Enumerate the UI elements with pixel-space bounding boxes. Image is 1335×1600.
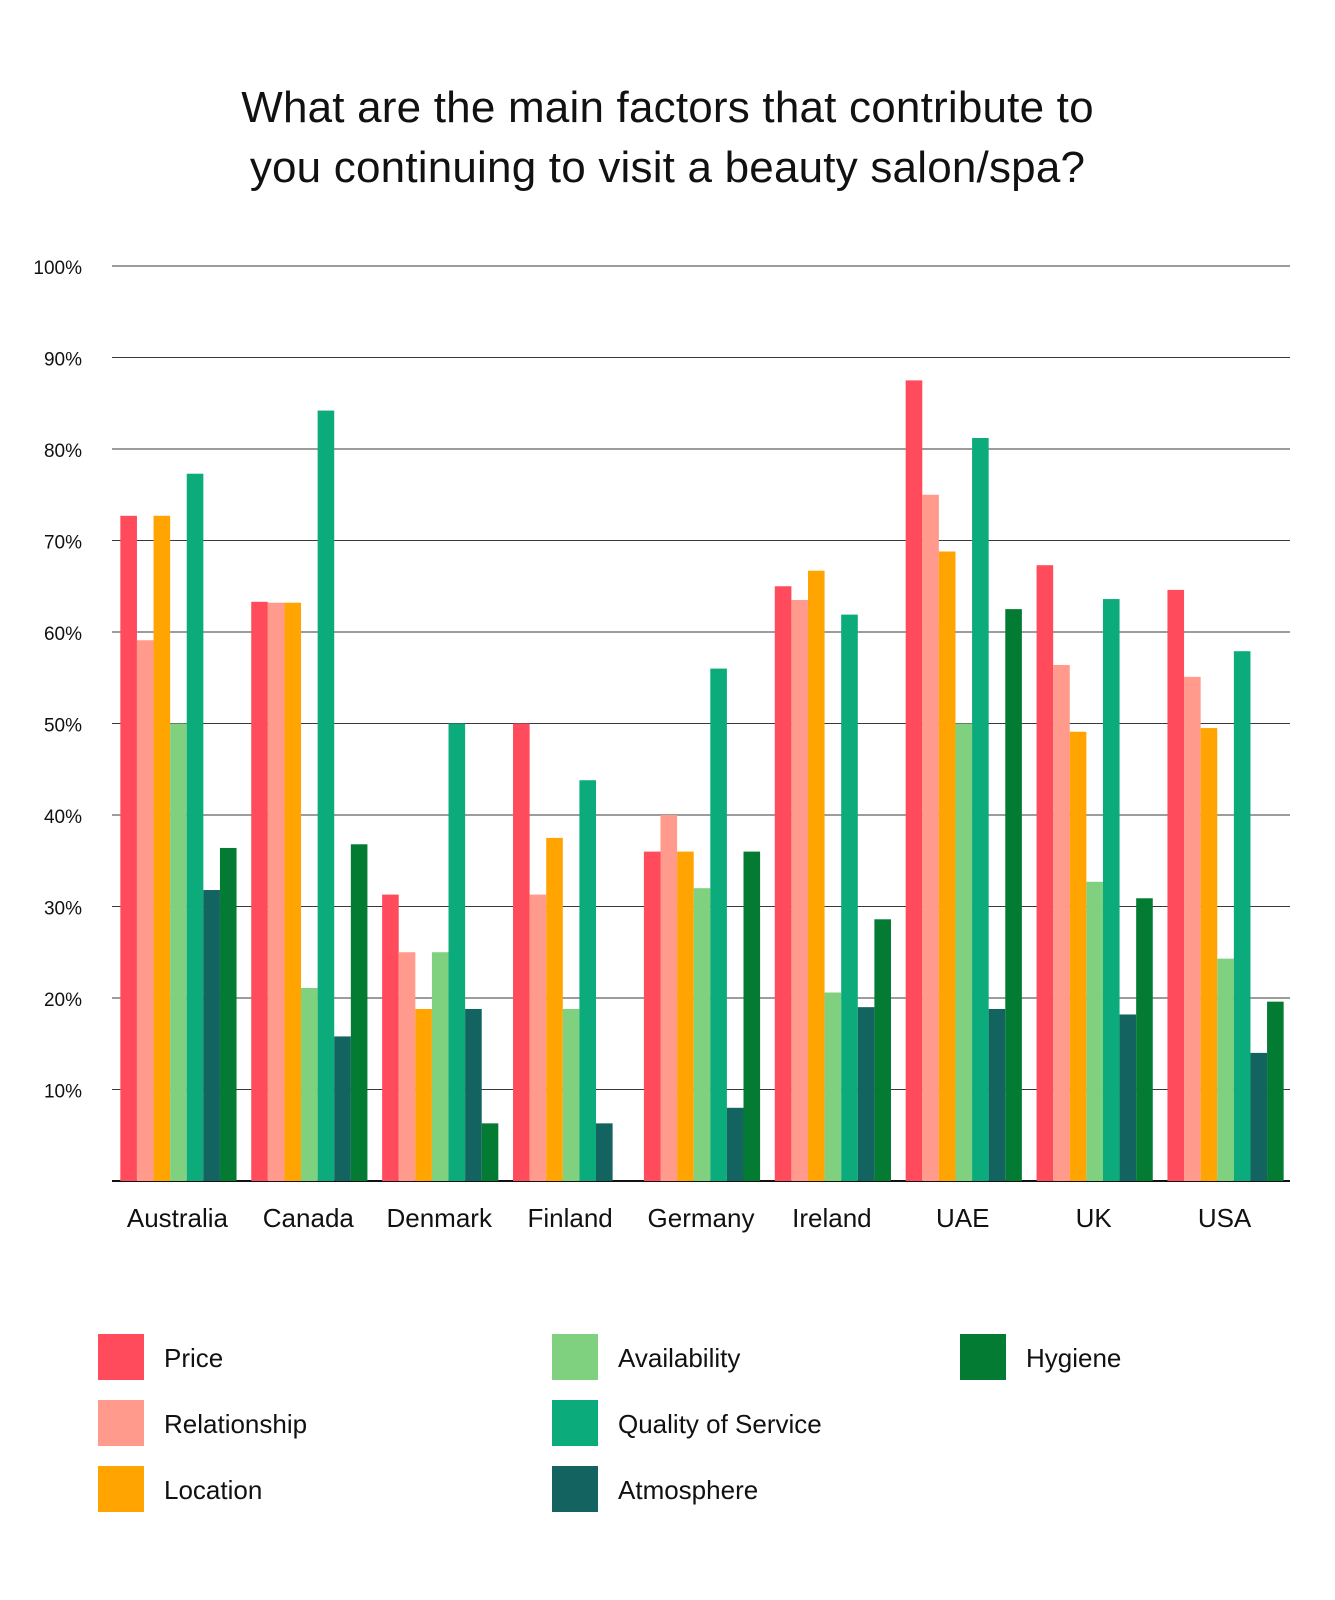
bar-availability — [824, 992, 842, 1181]
bar-location — [938, 551, 956, 1181]
x-tick-label: Denmark — [386, 1203, 492, 1233]
bar-quality-of-service — [579, 780, 597, 1181]
legend-swatch — [552, 1400, 598, 1446]
bar-hygiene — [1267, 1001, 1284, 1181]
legend-label: Price — [164, 1343, 224, 1373]
bar-relationship — [922, 494, 939, 1181]
bar-hygiene — [743, 851, 761, 1181]
legend-label: Location — [164, 1475, 263, 1505]
legend-label: Relationship — [164, 1409, 308, 1439]
legend-label: Quality of Service — [618, 1409, 822, 1439]
bar-chart: 10% 20% 30% 40% 50% 60% 70% 80% 90% 100% Australia… — [33, 258, 1290, 1233]
bar-price — [1167, 589, 1185, 1181]
bar-price — [513, 723, 530, 1181]
bar-hygiene — [481, 1123, 499, 1181]
bar-location — [415, 1008, 432, 1181]
bar-availability — [1217, 958, 1234, 1181]
bar-atmosphere — [988, 1008, 1006, 1181]
chart-title-line-1: What are the main factors that contribut… — [241, 83, 1094, 132]
y-tick-label: 70% — [44, 533, 82, 554]
bar-hygiene — [219, 847, 237, 1181]
legend-label: Availability — [618, 1343, 741, 1373]
bar-location — [1069, 731, 1087, 1181]
legend-swatch — [98, 1466, 144, 1512]
bar-relationship — [529, 894, 547, 1181]
bar-location — [1200, 728, 1218, 1181]
bar-relationship — [398, 952, 416, 1181]
bar-availability — [693, 888, 711, 1181]
y-tick-label: 50% — [44, 716, 82, 737]
legend-label: Hygiene — [1026, 1343, 1122, 1373]
y-tick-label: 60% — [44, 624, 82, 645]
legend-swatch — [552, 1466, 598, 1512]
bar-location — [284, 602, 302, 1181]
bar-atmosphere — [334, 1036, 351, 1181]
legend-swatch — [98, 1400, 144, 1446]
bar-price — [643, 851, 661, 1181]
bar-relationship — [136, 640, 154, 1181]
bar-quality-of-service — [1102, 599, 1120, 1181]
bar-relationship — [791, 599, 808, 1181]
bar-price — [905, 380, 923, 1181]
bar-location — [677, 851, 694, 1181]
y-tick-label: 20% — [44, 990, 82, 1011]
x-tick-label: UAE — [936, 1203, 989, 1233]
bar-price — [382, 894, 399, 1181]
bar-relationship — [1184, 676, 1201, 1181]
bar-relationship — [267, 602, 285, 1181]
bar-atmosphere — [1250, 1052, 1268, 1181]
bar-availability — [562, 1008, 580, 1181]
bar-atmosphere — [465, 1008, 482, 1181]
bar-availability — [1086, 881, 1103, 1181]
bar-quality-of-service — [841, 614, 858, 1181]
bar-price — [120, 515, 137, 1181]
bar-price — [774, 586, 792, 1181]
y-tick-label: 100% — [33, 258, 82, 279]
bar-atmosphere — [203, 890, 220, 1181]
bar-quality-of-service — [448, 723, 466, 1181]
legend-label: Atmosphere — [618, 1475, 759, 1505]
legend-swatch — [98, 1334, 144, 1380]
bar-location — [807, 570, 825, 1181]
bar-hygiene — [874, 919, 891, 1181]
x-tick-label: Australia — [127, 1203, 229, 1233]
bar-price — [251, 601, 268, 1181]
x-tick-label: Germany — [648, 1203, 755, 1233]
bar-relationship — [1053, 664, 1070, 1181]
chart-title-line-2: you continuing to visit a beauty salon/s… — [249, 143, 1086, 192]
bar-atmosphere — [857, 1007, 875, 1181]
bar-availability — [955, 723, 973, 1181]
bar-hygiene — [1005, 609, 1022, 1181]
bar-availability — [170, 723, 187, 1181]
x-tick-label: USA — [1198, 1203, 1252, 1233]
bar-atmosphere — [726, 1107, 744, 1181]
bar-quality-of-service — [710, 668, 727, 1181]
bar-relationship — [660, 815, 678, 1181]
bar-price — [1036, 565, 1054, 1181]
bar-quality-of-service — [186, 473, 204, 1182]
chart-title: What are the main factors that contribut… — [0, 78, 1335, 198]
bar-hygiene — [350, 844, 368, 1181]
legend-swatch — [960, 1334, 1006, 1380]
y-tick-label: 90% — [44, 350, 82, 371]
y-tick-label: 30% — [44, 899, 82, 920]
bar-availability — [301, 987, 318, 1181]
y-tick-label: 80% — [44, 441, 82, 462]
x-tick-label: Ireland — [792, 1203, 872, 1233]
bar-quality-of-service — [1233, 651, 1251, 1181]
y-tick-label: 10% — [44, 1082, 82, 1103]
bar-availability — [431, 952, 449, 1181]
bar-location — [546, 837, 563, 1181]
y-tick-label: 40% — [44, 807, 82, 828]
bar-quality-of-service — [317, 410, 335, 1181]
bar-hygiene — [1136, 898, 1153, 1181]
bar-atmosphere — [596, 1123, 613, 1181]
bar-quality-of-service — [972, 438, 989, 1181]
bar-atmosphere — [1119, 1014, 1137, 1181]
x-tick-label: UK — [1076, 1203, 1113, 1233]
x-tick-label: Canada — [263, 1203, 355, 1233]
bar-location — [153, 515, 171, 1181]
x-tick-label: Finland — [527, 1203, 612, 1233]
legend-swatch — [552, 1334, 598, 1380]
